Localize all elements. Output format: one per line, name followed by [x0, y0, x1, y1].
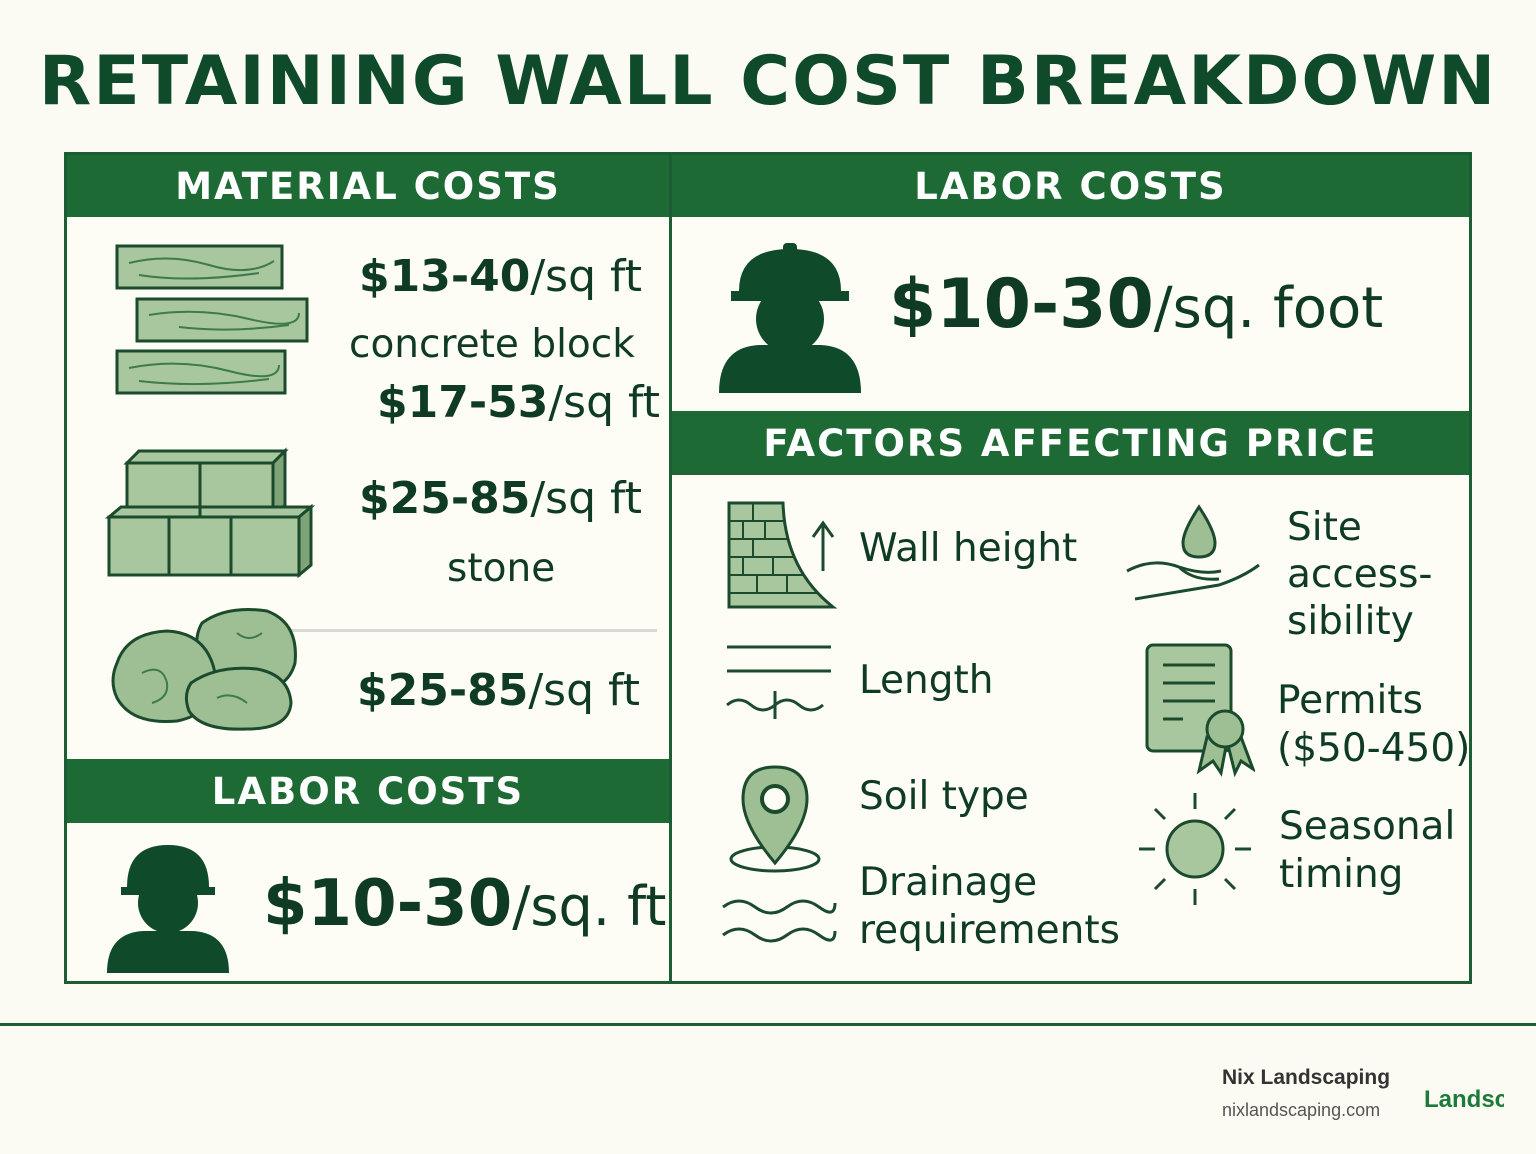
material-costs-header: MATERIAL COSTS: [67, 155, 669, 217]
page-title: RETAINING WALL COST BREAKDOWN: [38, 42, 1498, 121]
labor-costs-header-right: LABOR COSTS: [672, 155, 1469, 217]
price-labor-left: $10-30/sq. ft: [263, 867, 667, 941]
drainage-waves-icon: [722, 899, 837, 943]
hand-water-drop-icon: [1126, 504, 1260, 601]
footer-brand: Nix Landscaping: [1222, 1066, 1391, 1089]
length-icon: [726, 645, 831, 719]
permit-document-icon: [1145, 643, 1255, 777]
price-concrete-block: $13-40/sq ft: [359, 251, 642, 302]
column-divider: [669, 155, 672, 981]
price-labor-right: $10-30/sq. foot: [889, 265, 1384, 344]
footer-logo-text: Landsc: [1424, 1086, 1504, 1113]
price-stone-block: $25-85/sq ft: [359, 473, 642, 524]
footer-url[interactable]: nixlandscaping.com: [1222, 1100, 1381, 1120]
wood-planks-icon: [115, 244, 309, 395]
worker-icon: [107, 845, 229, 973]
labor-costs-header-left: LABOR COSTS: [67, 759, 669, 823]
footer-divider: [0, 1023, 1536, 1026]
factor-drainage: Drainage requirements: [859, 860, 1120, 953]
boulders-icon: [111, 608, 297, 731]
factor-seasonal-timing: Seasonal timing: [1279, 804, 1456, 897]
factor-wall-height: Wall height: [859, 526, 1078, 571]
factor-length: Length: [859, 658, 994, 703]
divider-line: [285, 629, 657, 632]
concrete-blocks-icon: [105, 447, 315, 579]
factor-soil-type: Soil type: [859, 774, 1029, 819]
sun-icon: [1139, 793, 1251, 905]
price-boulders: $25-85/sq ft: [357, 665, 640, 716]
factor-permits: Permits ($50-450): [1277, 678, 1471, 771]
cost-panel: MATERIAL COSTS $13-40/sq ft concrete blo…: [64, 152, 1472, 984]
price-block-upper: $17-53/sq ft: [377, 377, 660, 428]
factors-header: FACTORS AFFECTING PRICE: [672, 411, 1469, 475]
factor-site-accessibility: Site access-sibility: [1287, 505, 1433, 644]
location-pin-icon: [729, 765, 821, 873]
wall-height-icon: [727, 501, 838, 609]
label-stone: stone: [447, 546, 556, 591]
hard-hat-worker-icon: [719, 243, 861, 393]
label-concrete-block: concrete block: [349, 322, 635, 367]
